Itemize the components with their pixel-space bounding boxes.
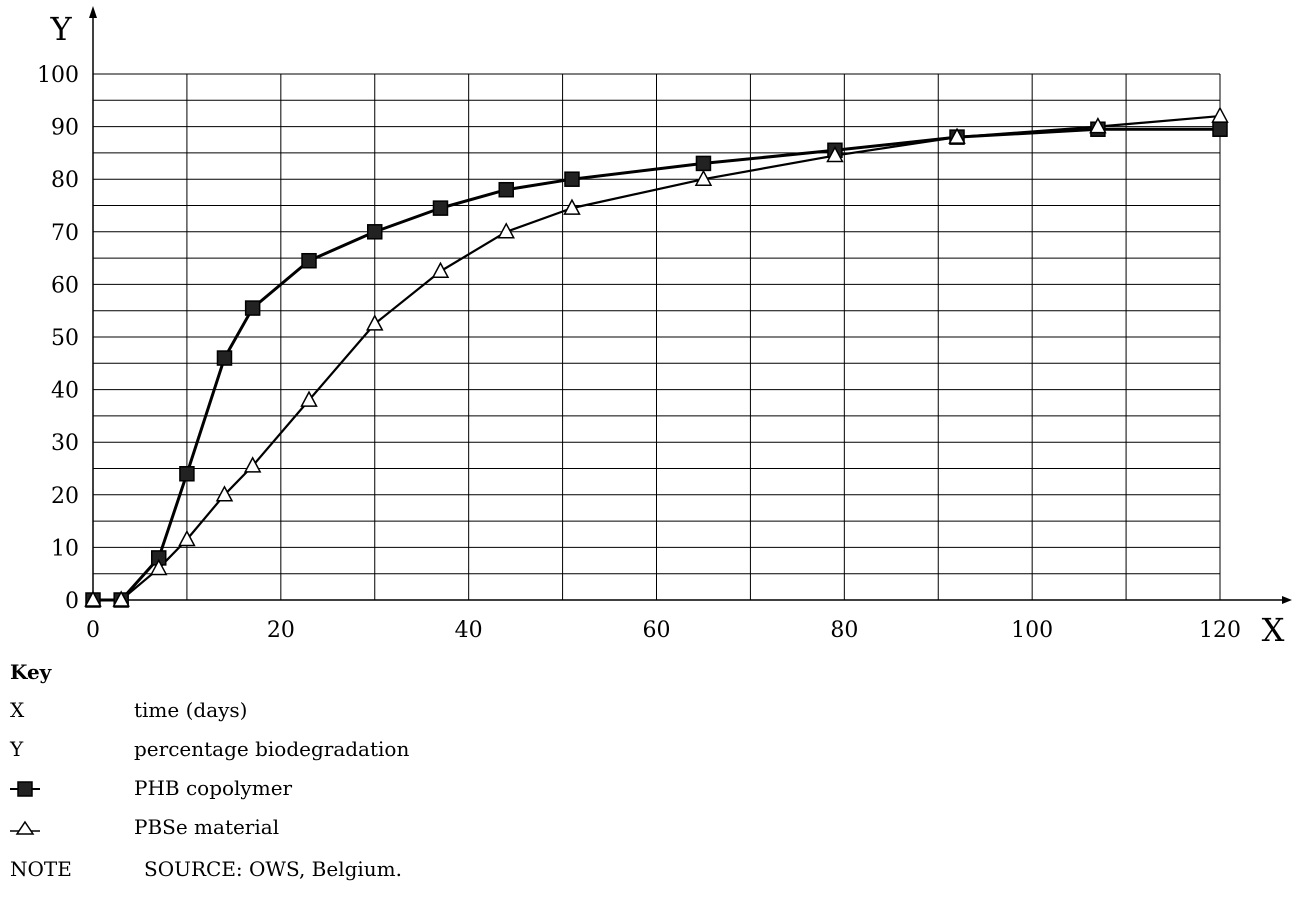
y-tick-label: 40 — [51, 379, 79, 404]
y-tick-label: 90 — [51, 116, 79, 141]
data-point-pbse — [563, 198, 581, 215]
note-text: SOURCE: OWS, Belgium. — [144, 857, 402, 881]
key-y-symbol: Y — [10, 737, 24, 761]
data-point-phb — [695, 155, 712, 172]
data-point-phb — [216, 350, 233, 366]
key-title: Key — [10, 660, 52, 684]
data-point-pbse — [84, 590, 102, 607]
y-tick-label: 10 — [51, 536, 79, 561]
key-x-symbol: X — [10, 698, 25, 722]
x-tick-label: 80 — [830, 618, 858, 643]
data-point-pbse — [365, 314, 384, 331]
data-point-pbse — [112, 590, 130, 607]
tick-labels: 0 10 20 30 40 50 60 70 80 90 100 0 20 40 60 80 100 120 Y X — [37, 10, 1285, 649]
x-tick-label: 0 — [86, 618, 100, 643]
data-point-pbse — [1089, 117, 1107, 134]
data-point-phb — [179, 466, 195, 482]
data-point-pbse — [431, 261, 450, 278]
y-tick-label: 100 — [37, 63, 79, 88]
key-series-1-desc: PHB copolymer — [134, 776, 293, 800]
x-axis-arrow — [1282, 596, 1292, 604]
y-tick-label: 80 — [51, 168, 79, 193]
y-tick-label: 70 — [51, 221, 79, 246]
data-point-phb — [432, 200, 449, 216]
data-point-pbse — [215, 485, 234, 502]
data-point-pbse — [826, 145, 844, 163]
data-point-pbse — [948, 127, 966, 144]
x-tick-label: 60 — [643, 618, 671, 643]
y-tick-label: 30 — [51, 431, 79, 456]
chart-grid — [92, 73, 1221, 601]
y-tick-label: 50 — [51, 326, 79, 351]
series-line-1 — [93, 127, 1220, 602]
y-tick-label: 60 — [51, 273, 79, 298]
series-markers — [84, 106, 1229, 608]
key-x-desc: time (days) — [134, 698, 248, 722]
data-point-phb — [498, 181, 514, 198]
data-point-pbse — [178, 529, 196, 547]
x-tick-label: 120 — [1199, 618, 1241, 643]
chart-axes — [89, 6, 1292, 604]
open-triangle-marker-icon — [10, 820, 40, 835]
data-point-phb — [301, 252, 317, 269]
y-axis-name: Y — [49, 10, 72, 48]
data-point-phb — [367, 224, 383, 240]
data-point-phb — [1212, 121, 1228, 137]
x-axis-name: X — [1262, 611, 1285, 649]
y-tick-label: 0 — [65, 589, 79, 614]
x-tick-label: 40 — [455, 618, 483, 643]
data-point-pbse — [149, 558, 168, 576]
y-axis-arrow — [89, 6, 97, 18]
note-label: NOTE — [10, 857, 72, 881]
filled-square-marker-icon — [10, 781, 40, 797]
y-tick-label: 20 — [51, 484, 79, 509]
x-tick-label: 100 — [1011, 618, 1053, 643]
data-point-pbse — [694, 169, 713, 186]
series-line-2 — [93, 114, 1221, 602]
biodegradation-chart: 0 10 20 30 40 50 60 70 80 90 100 0 20 40 60 80 100 120 Y X — [37, 6, 1292, 649]
x-tick-label: 20 — [267, 618, 295, 643]
data-point-pbse — [1211, 106, 1229, 123]
series-lines — [93, 114, 1221, 602]
data-point-pbse — [243, 456, 262, 473]
data-point-pbse — [300, 390, 318, 407]
key-y-desc: percentage biodegradation — [134, 737, 410, 761]
data-point-phb — [564, 171, 580, 187]
data-point-phb — [244, 300, 261, 316]
data-point-pbse — [497, 222, 515, 239]
key-series-2-desc: PBSe material — [134, 815, 280, 839]
